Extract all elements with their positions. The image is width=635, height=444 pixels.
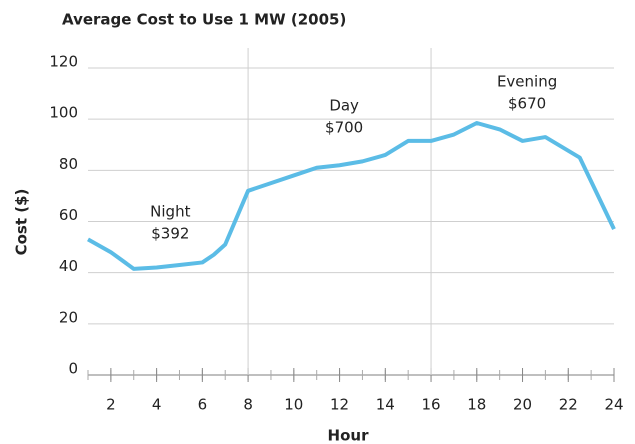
x-tick-label: 16 [421, 396, 440, 414]
y-tick-label: 40 [59, 257, 78, 275]
x-tick-label: 14 [376, 396, 395, 414]
y-tick-label: 100 [49, 104, 78, 122]
annotation: Day [329, 97, 359, 115]
x-tick-label: 10 [284, 396, 303, 414]
annotation: $670 [508, 95, 546, 113]
y-tick-label: 60 [59, 206, 78, 224]
annotation: Night [150, 203, 190, 221]
x-tick-label: 20 [513, 396, 532, 414]
annotation: $392 [151, 225, 189, 243]
x-tick-label: 22 [559, 396, 578, 414]
x-tick-label: 24 [604, 396, 623, 414]
x-tick-label: 12 [330, 396, 349, 414]
x-tick-label: 8 [243, 396, 253, 414]
x-tick-label: 2 [106, 396, 116, 414]
series-line [87, 121, 616, 271]
y-tick-label: 0 [68, 360, 78, 378]
y-tick-label: 80 [59, 155, 78, 173]
annotation: Evening [497, 73, 557, 91]
y-tick-label: 120 [49, 53, 78, 71]
x-axis-label: Hour [328, 427, 370, 444]
x-tick-label: 18 [467, 396, 486, 414]
y-axis-label: Cost ($) [13, 189, 31, 256]
x-tick-label: 4 [152, 396, 162, 414]
annotation: $700 [325, 119, 363, 137]
chart-title: Average Cost to Use 1 MW (2005) [62, 11, 346, 29]
x-tick-label: 6 [198, 396, 208, 414]
y-tick-label: 20 [59, 308, 78, 326]
